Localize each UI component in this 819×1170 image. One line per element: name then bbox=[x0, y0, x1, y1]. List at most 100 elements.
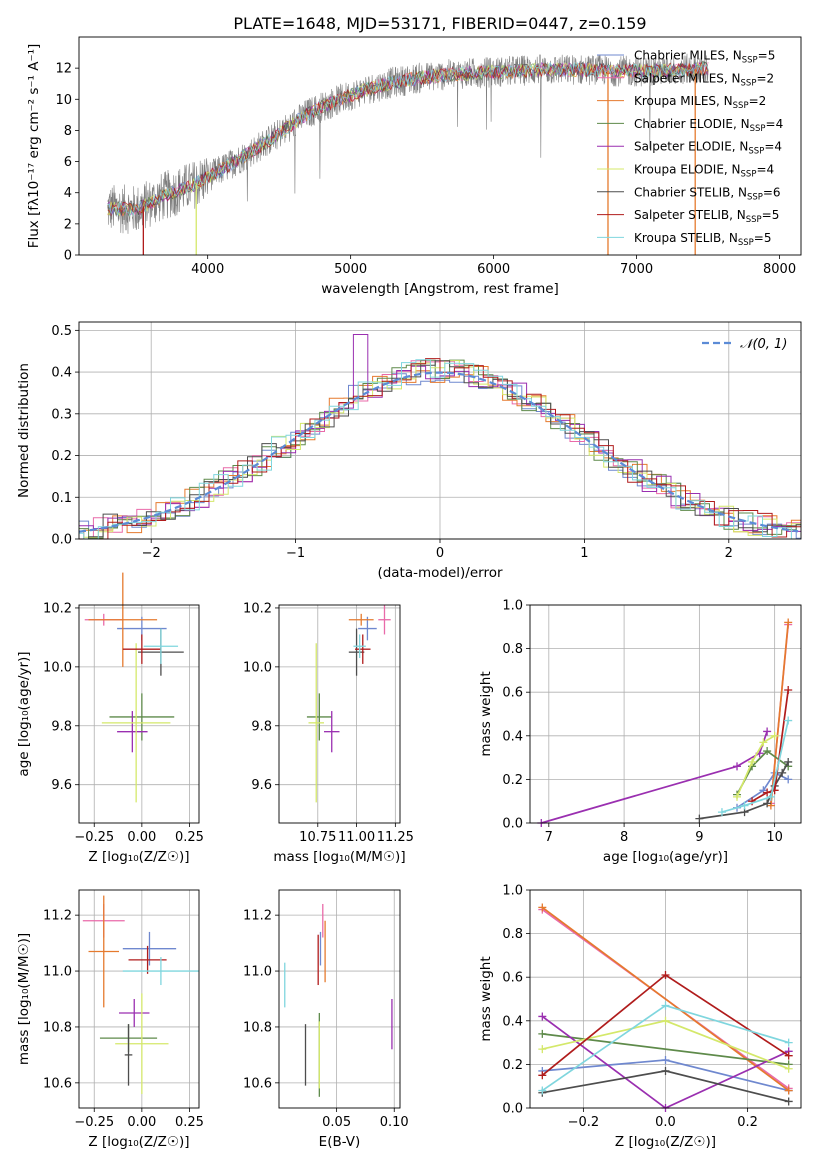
data-point-marker bbox=[763, 799, 772, 808]
chart-mass-vs-EBV: 0.05 0.10 10.6 10.8 11.0 11.2 E(B-V) bbox=[243, 889, 409, 1150]
data-point-marker bbox=[784, 1097, 793, 1106]
y-tick-label: 0.1 bbox=[51, 491, 72, 506]
y-axis-label: Normed distribution bbox=[16, 363, 32, 498]
chart-age-vs-mass: 10.75 11.00 11.25 9.6 9.8 10.0 10.2 mass [log₁₀… bbox=[243, 601, 414, 865]
y-tick-label: 0 bbox=[64, 249, 72, 264]
data-point-marker bbox=[759, 738, 768, 747]
axes-frame bbox=[78, 604, 200, 824]
normal-curve-line bbox=[78, 371, 799, 533]
y-tick-label: 0.2 bbox=[502, 1058, 523, 1073]
x-tick-label: 0.05 bbox=[322, 1115, 351, 1130]
y-tick-label: 0.6 bbox=[502, 971, 523, 986]
y-tick-label: 0.8 bbox=[502, 927, 523, 942]
y-tick-label: 10.0 bbox=[43, 660, 72, 675]
data-point-marker bbox=[538, 1029, 547, 1038]
axes-frame bbox=[278, 604, 401, 824]
legend-label: Salpeter STELIB, NSSP=5 bbox=[634, 208, 779, 225]
chart-mass-vs-Z: −0.25 0.00 0.25 10.6 10.8 11.0 11.2 Z [log₁₀(Z/… bbox=[16, 889, 204, 1150]
y-tick-label: 0.3 bbox=[51, 407, 72, 422]
x-tick-label: 8000 bbox=[763, 262, 796, 277]
chart-residual-histogram: −2 −1 0 1 2 0.0 0.1 0.2 0.3 0.4 0.5 (data-model)/er… bbox=[16, 321, 802, 581]
chart-spectrum: 4000 5000 6000 7000 8000 0 2 4 6 8 10 12 wavelength … bbox=[26, 36, 802, 297]
legend-label: Salpeter ELODIE, NSSP=4 bbox=[634, 140, 782, 157]
data-point-marker bbox=[748, 757, 757, 766]
x-tick-label: 0 bbox=[436, 546, 444, 561]
legend-label: 𝒩(0, 1) bbox=[740, 337, 787, 352]
x-tick-label: −1 bbox=[286, 546, 305, 561]
y-tick-label: 10.6 bbox=[243, 1076, 272, 1091]
y-tick-label: 0.4 bbox=[502, 1014, 523, 1029]
histogram-step-line bbox=[79, 366, 801, 540]
legend-label: Kroupa STELIB, NSSP=5 bbox=[634, 231, 772, 248]
legend-label: Kroupa MILES, NSSP=2 bbox=[634, 94, 766, 111]
series-line bbox=[736, 771, 789, 809]
y-axis-label: mass weight bbox=[478, 956, 494, 1041]
x-tick-label: 11.25 bbox=[377, 830, 414, 845]
y-tick-label: 10.2 bbox=[43, 601, 72, 616]
axes-frame bbox=[78, 321, 802, 540]
series-line bbox=[721, 720, 790, 813]
y-tick-label: 0.2 bbox=[51, 449, 72, 464]
x-tick-label: 7 bbox=[545, 830, 553, 845]
data-point-marker bbox=[538, 1012, 547, 1021]
y-tick-label: 0.5 bbox=[51, 324, 72, 339]
data-point-marker bbox=[661, 1066, 670, 1075]
series-line bbox=[751, 689, 790, 802]
y-tick-label: 2 bbox=[64, 217, 72, 232]
legend-label: Kroupa ELODIE, NSSP=4 bbox=[634, 163, 774, 180]
x-tick-label: 1 bbox=[580, 546, 588, 561]
axes-frame bbox=[529, 604, 802, 824]
data-point-marker bbox=[740, 801, 749, 810]
data-point-marker bbox=[770, 731, 779, 740]
y-tick-label: 10.8 bbox=[43, 1020, 72, 1035]
data-point-marker bbox=[784, 757, 793, 766]
data-point-marker bbox=[717, 808, 726, 817]
data-point-marker bbox=[733, 762, 742, 771]
chart-age-vs-Z: −0.25 0.00 0.25 9.6 9.8 10.0 10.2 Z [log₁₀(Z/Z☉… bbox=[16, 572, 204, 865]
x-tick-label: −2 bbox=[142, 546, 161, 561]
histogram-step-line bbox=[79, 359, 801, 539]
data-point-marker bbox=[784, 618, 793, 627]
y-axis-label: mass [log₁₀(M/M☉)] bbox=[16, 933, 32, 1065]
x-tick-label: 2 bbox=[725, 546, 733, 561]
y-tick-label: 0.4 bbox=[502, 729, 523, 744]
data-point-marker bbox=[766, 792, 775, 801]
x-axis-label: Z [log₁₀(Z/Z☉)] bbox=[615, 1134, 716, 1150]
y-tick-label: 10.6 bbox=[43, 1076, 72, 1091]
legend-label: Chabrier ELODIE, NSSP=4 bbox=[634, 117, 783, 134]
model-spectrum-line bbox=[107, 61, 709, 217]
y-tick-label: 4 bbox=[64, 186, 72, 201]
histogram-step-line bbox=[79, 373, 801, 539]
y-tick-label: 1.0 bbox=[502, 884, 523, 899]
x-tick-label: 0.2 bbox=[737, 1115, 758, 1130]
y-tick-label: 1.0 bbox=[502, 599, 523, 614]
y-axis-label: age [log₁₀(age/yr)] bbox=[16, 651, 32, 776]
axes-frame bbox=[529, 889, 802, 1109]
x-tick-label: 6000 bbox=[477, 262, 510, 277]
series-line bbox=[770, 622, 790, 806]
data-point-marker bbox=[784, 716, 793, 725]
y-axis-label: mass weight bbox=[478, 671, 494, 756]
x-tick-label: 0.00 bbox=[127, 1115, 156, 1130]
x-tick-label: 11.00 bbox=[338, 830, 375, 845]
data-point-marker bbox=[538, 1071, 547, 1080]
data-point-marker bbox=[784, 1038, 793, 1047]
x-axis-label: mass [log₁₀(M/M☉)] bbox=[273, 849, 405, 865]
x-tick-label: −0.2 bbox=[568, 1115, 600, 1130]
axes-frame bbox=[78, 889, 200, 1109]
y-tick-label: 8 bbox=[64, 124, 72, 139]
data-point-marker bbox=[763, 727, 772, 736]
y-tick-label: 9.8 bbox=[251, 719, 272, 734]
y-tick-label: 10.0 bbox=[243, 660, 272, 675]
y-tick-label: 10.8 bbox=[243, 1020, 272, 1035]
spectrum-legend: Chabrier MILES, NSSP=5 Salpeter MILES, NS… bbox=[597, 49, 783, 248]
x-tick-label: 10.75 bbox=[299, 830, 336, 845]
data-point-marker bbox=[784, 775, 793, 784]
y-tick-label: 11.2 bbox=[243, 909, 272, 924]
y-tick-label: 0.0 bbox=[51, 533, 72, 548]
y-tick-label: 10.2 bbox=[243, 601, 272, 616]
chart-mass-weight-vs-Z: −0.2 0.0 0.2 0.0 0.2 0.4 0.6 0.8 1.0 Z [log₁₀(Z/Z… bbox=[478, 884, 802, 1150]
x-tick-label: 0.10 bbox=[380, 1115, 409, 1130]
x-axis-label: Z [log₁₀(Z/Z☉)] bbox=[88, 1134, 189, 1150]
